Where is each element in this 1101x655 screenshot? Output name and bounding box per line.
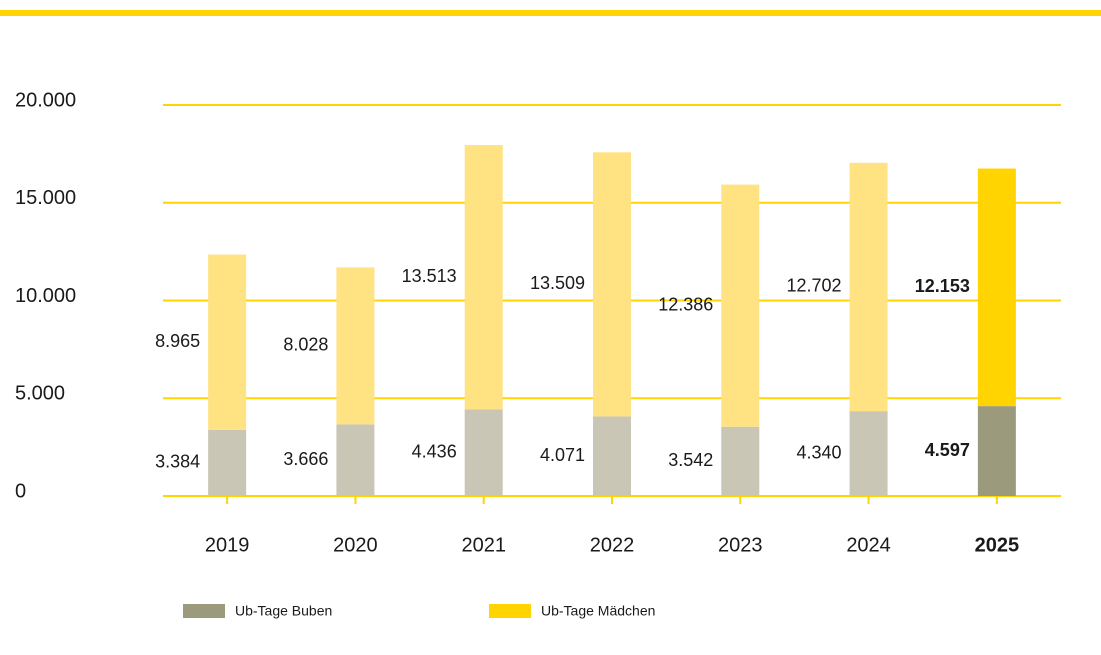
x-tick-label: 2024 — [846, 534, 891, 556]
bar-segment — [464, 145, 503, 410]
value-label: 12.386 — [658, 294, 713, 314]
x-tick-label: 2020 — [333, 534, 378, 556]
x-tick-label: 2023 — [718, 534, 763, 556]
bar-segment — [593, 416, 631, 496]
y-tick-label: 20.000 — [15, 89, 76, 111]
x-tick-label: 2025 — [975, 534, 1020, 556]
legend-swatch — [489, 604, 531, 618]
legend-swatch — [183, 604, 225, 618]
value-label: 4.071 — [540, 445, 585, 465]
value-label: 12.702 — [787, 276, 842, 296]
y-tick-label: 15.000 — [15, 187, 76, 209]
value-label: 3.542 — [668, 450, 713, 470]
y-tick-label: 5.000 — [15, 383, 65, 405]
bar-segment — [977, 406, 1016, 496]
value-label: 8.965 — [155, 331, 200, 351]
value-label: 4.597 — [925, 440, 970, 460]
value-label: 4.340 — [797, 442, 842, 462]
value-label: 12.153 — [915, 276, 970, 296]
y-tick-label: 0 — [15, 480, 26, 502]
value-label: 3.666 — [283, 449, 328, 469]
bar-segment — [464, 409, 503, 496]
bar-segment — [849, 162, 888, 412]
bar-segment — [721, 426, 760, 496]
value-label: 13.513 — [402, 266, 457, 286]
value-label: 8.028 — [283, 335, 328, 355]
bar-segment — [208, 429, 247, 496]
x-tick-label: 2019 — [205, 534, 250, 556]
top-rule — [0, 10, 1101, 16]
legend-label: Ub-Tage Mädchen — [541, 603, 655, 619]
y-tick-label: 10.000 — [15, 285, 76, 307]
bar-segment — [336, 267, 375, 425]
bar-segment — [593, 152, 631, 417]
value-label: 4.436 — [412, 441, 457, 461]
x-tick-label: 2022 — [590, 534, 635, 556]
bar-segment — [336, 424, 375, 496]
bar-segment — [208, 254, 247, 430]
value-label: 13.509 — [530, 273, 585, 293]
x-tick-label: 2021 — [461, 534, 506, 556]
bar-segment — [977, 168, 1016, 407]
value-label: 3.384 — [155, 452, 200, 472]
legend-label: Ub-Tage Buben — [235, 603, 332, 619]
bar-segment — [849, 411, 888, 496]
bar-segment — [721, 184, 760, 427]
